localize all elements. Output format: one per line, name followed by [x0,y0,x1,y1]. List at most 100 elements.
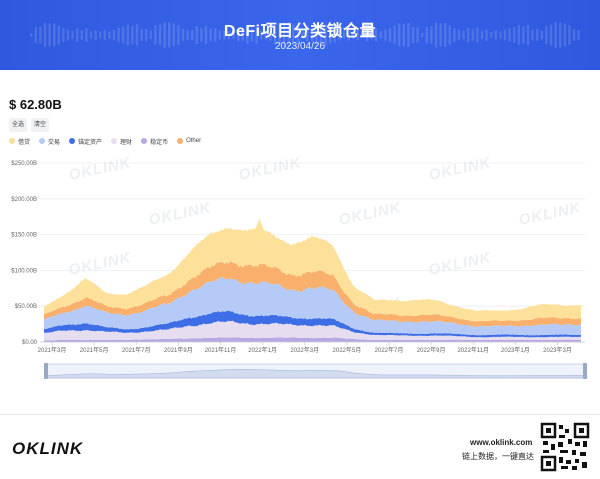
footer-caption: 链上数据，一键直达 [462,452,534,461]
watermark-text: OKLINK [427,249,493,279]
wave-bar [122,26,125,44]
slider-handle-right[interactable] [583,363,587,379]
wave-bar [439,23,442,47]
wave-bar [158,24,162,46]
wave-bar [342,31,346,39]
wave-bar [204,25,208,45]
wave-bar [131,25,134,45]
wave-bar [209,28,212,42]
legend-label: 稳定币 [150,139,169,146]
x-tick-label: 2023年1月 [501,346,530,354]
wave-bar [306,28,309,42]
watermark-text: OKLINK [337,199,403,229]
x-tick-label: 2021年9月 [164,346,193,354]
wave-bar [370,30,373,40]
legend-label: 锚定资产 [78,139,103,146]
wave-bar [499,31,502,39]
tvl-stacked-area-chart: OKLINK OKLINK OKLINK OKLINK OKLINK OKLINK OKLI… [11,154,588,379]
legend-item-dex[interactable]: 交易 [39,137,60,146]
wave-bar [310,28,313,42]
legend-item-lending[interactable]: 借贷 [9,137,30,146]
report-date: 2023/04/26 [274,41,326,52]
wave-bar [356,29,359,41]
wave-bar [453,27,456,43]
wave-bar [117,27,120,43]
wave-bar [108,31,111,39]
wave-bar [278,23,281,47]
wave-bar [163,21,166,49]
legend-item-other[interactable]: Other [177,138,201,144]
x-tick-label: 2021年11月 [205,346,237,354]
wave-bar [384,29,387,41]
wave-bar [444,22,447,48]
wave-bar [531,29,534,41]
wave-bar [536,28,539,42]
legend-label: Other [186,138,202,144]
wave-bar [513,27,516,43]
footer-divider [0,414,600,415]
wave-bar [30,33,33,37]
wave-bar [577,29,580,41]
wave-bar [34,26,37,44]
x-tick-label: 2021年5月 [80,346,109,354]
chart-legend: 借贷 交易 锚定资产 理财 稳定币 Other [9,135,210,147]
wave-bar [241,29,244,41]
wave-bar [273,24,277,46]
slider-handle-left[interactable] [44,363,48,379]
wave-bar [352,30,355,40]
x-tick-label: 2023年3月 [543,346,572,354]
wave-bar [430,26,433,44]
y-axis: $0.00 $50.00B $100.00B $150.00B $200.00B $250… [11,161,37,346]
header-banner: DeFi项目分类锁仓量 2023/04/26 [0,0,600,70]
wave-bar [540,30,543,40]
wave-bar [503,29,507,41]
wave-bar [177,24,180,46]
wave-bar [517,24,520,46]
wave-bar [255,26,258,44]
wave-bar [168,22,171,48]
range-slider[interactable] [44,363,588,379]
legend-swatch [141,138,148,144]
site-url[interactable]: www.oklink.com [470,438,533,447]
wave-bar [94,29,97,41]
wave-bar [476,27,479,43]
wave-bar [66,29,70,41]
select-all-button[interactable]: 全选 [9,118,28,132]
wave-bar [416,27,419,43]
y-tick-label: $150.00B [11,233,37,239]
y-tick-label: $250.00B [11,161,37,167]
x-tick-label: 2021年3月 [38,346,67,354]
x-tick-label: 2022年3月 [290,346,319,354]
wave-bar [333,27,336,43]
wave-bar [237,28,240,42]
wave-bar [149,30,152,40]
wave-bar [232,30,235,40]
wave-bar [218,30,221,40]
wave-bar [260,30,263,40]
wave-bar [467,27,470,43]
legend-item-yield[interactable]: 理财 [111,137,132,146]
wave-bar [545,25,548,45]
wave-bar [48,23,51,47]
clear-button[interactable]: 清空 [31,118,50,132]
wave-bar [407,22,410,48]
legend-item-staking[interactable]: 锚定资产 [69,137,102,146]
wave-bar [154,25,157,45]
wave-bar [140,28,143,42]
x-tick-label: 2022年5月 [333,346,362,354]
wave-bar [421,32,424,38]
wave-bar [80,30,83,40]
wave-bar [490,31,493,39]
wave-bar [71,30,74,40]
wave-bar [301,30,304,40]
legend-item-stablecoin[interactable]: 稳定币 [141,137,168,146]
wave-bar [269,28,272,42]
chart-areas [44,218,581,342]
wave-bar [329,26,332,44]
x-tick-label: 2022年7月 [375,346,404,354]
wave-bar [568,25,571,45]
y-tick-label: $0.00 [22,340,38,346]
y-tick-label: $100.00B [11,268,37,274]
wave-bar [402,23,405,47]
legend-swatch [69,138,76,144]
